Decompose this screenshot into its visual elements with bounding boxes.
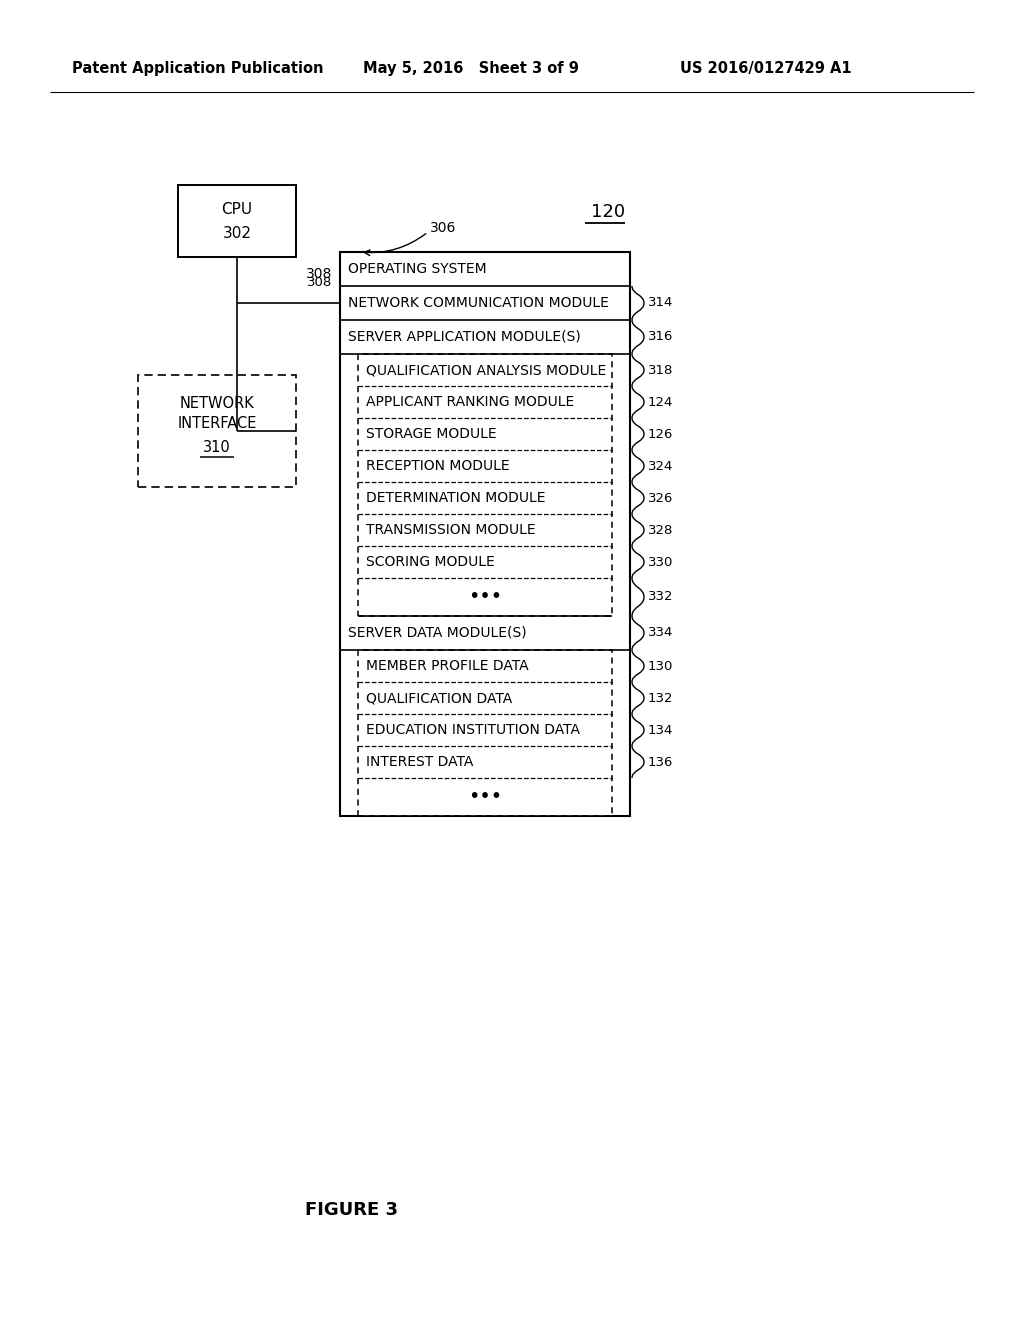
Text: NETWORK COMMUNICATION MODULE: NETWORK COMMUNICATION MODULE bbox=[348, 296, 609, 310]
Text: May 5, 2016   Sheet 3 of 9: May 5, 2016 Sheet 3 of 9 bbox=[362, 61, 579, 75]
Text: 130: 130 bbox=[648, 660, 674, 672]
Text: TRANSMISSION MODULE: TRANSMISSION MODULE bbox=[366, 523, 536, 537]
Text: 136: 136 bbox=[648, 755, 674, 768]
Text: 308: 308 bbox=[305, 267, 332, 281]
Text: INTERFACE: INTERFACE bbox=[177, 416, 257, 430]
Text: SERVER DATA MODULE(S): SERVER DATA MODULE(S) bbox=[348, 626, 526, 640]
Text: STORAGE MODULE: STORAGE MODULE bbox=[366, 426, 497, 441]
Text: •••: ••• bbox=[468, 788, 502, 807]
Text: Patent Application Publication: Patent Application Publication bbox=[72, 61, 324, 75]
Text: DETERMINATION MODULE: DETERMINATION MODULE bbox=[366, 491, 546, 506]
Text: OPERATING SYSTEM: OPERATING SYSTEM bbox=[348, 261, 486, 276]
Text: SCORING MODULE: SCORING MODULE bbox=[366, 554, 495, 569]
Bar bbox=[358, 354, 612, 616]
Text: 302: 302 bbox=[222, 226, 252, 240]
Text: 328: 328 bbox=[648, 524, 674, 536]
Text: CPU: CPU bbox=[221, 202, 253, 216]
Bar bbox=[138, 375, 296, 487]
Text: US 2016/0127429 A1: US 2016/0127429 A1 bbox=[680, 61, 852, 75]
Text: FIGURE 3: FIGURE 3 bbox=[305, 1201, 398, 1218]
Text: 318: 318 bbox=[648, 363, 674, 376]
Text: 330: 330 bbox=[648, 556, 674, 569]
Text: INTEREST DATA: INTEREST DATA bbox=[366, 755, 473, 770]
Text: APPLICANT RANKING MODULE: APPLICANT RANKING MODULE bbox=[366, 395, 574, 409]
Text: EDUCATION INSTITUTION DATA: EDUCATION INSTITUTION DATA bbox=[366, 723, 580, 737]
Text: MEMBER PROFILE DATA: MEMBER PROFILE DATA bbox=[366, 659, 528, 673]
Bar bbox=[358, 649, 612, 816]
Text: 316: 316 bbox=[648, 330, 674, 343]
Text: •••: ••• bbox=[468, 587, 502, 606]
Bar bbox=[178, 185, 296, 257]
Text: SERVER APPLICATION MODULE(S): SERVER APPLICATION MODULE(S) bbox=[348, 330, 581, 345]
Text: 308: 308 bbox=[307, 276, 332, 289]
Text: 306: 306 bbox=[430, 220, 457, 235]
Text: 134: 134 bbox=[648, 723, 674, 737]
Text: 124: 124 bbox=[648, 396, 674, 408]
Text: 310: 310 bbox=[203, 440, 230, 454]
Text: 132: 132 bbox=[648, 692, 674, 705]
Text: NETWORK: NETWORK bbox=[179, 396, 254, 411]
Text: 126: 126 bbox=[648, 428, 674, 441]
Text: 326: 326 bbox=[648, 491, 674, 504]
Text: 332: 332 bbox=[648, 590, 674, 603]
Text: 314: 314 bbox=[648, 297, 674, 309]
Text: 120: 120 bbox=[591, 203, 625, 220]
Bar bbox=[340, 252, 630, 816]
Text: RECEPTION MODULE: RECEPTION MODULE bbox=[366, 459, 510, 473]
Text: 334: 334 bbox=[648, 627, 674, 639]
Text: QUALIFICATION DATA: QUALIFICATION DATA bbox=[366, 690, 512, 705]
Text: 324: 324 bbox=[648, 459, 674, 473]
Text: QUALIFICATION ANALYSIS MODULE: QUALIFICATION ANALYSIS MODULE bbox=[366, 363, 606, 378]
